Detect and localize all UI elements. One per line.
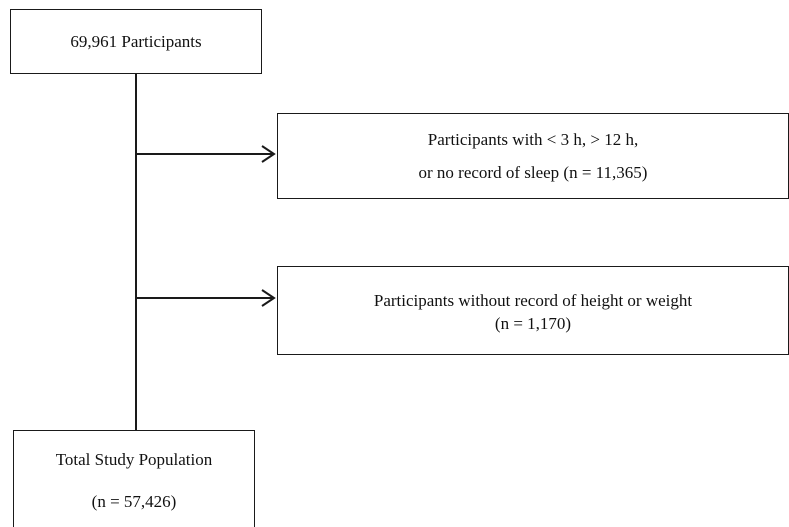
total-study-population-title: Total Study Population (55, 450, 213, 469)
exclusion-2-arrow (136, 289, 276, 307)
exclusion-anthropometry-box: Participants without record of height or… (277, 266, 789, 355)
total-study-population-box: Total Study Population (n = 57,426) (13, 430, 255, 527)
exclusion-anthropometry-count: (n = 1,170) (494, 314, 572, 333)
start-participants-box: 69,961 Participants (10, 9, 262, 74)
exclusion-sleep-count: or no record of sleep (n = 11,365) (418, 163, 648, 182)
exclusion-sleep-criteria: Participants with < 3 h, > 12 h, (427, 130, 639, 149)
total-study-population-count: (n = 57,426) (91, 492, 177, 511)
exclusion-anthropometry-criteria: Participants without record of height or… (373, 291, 693, 310)
exclusion-sleep-box: Participants with < 3 h, > 12 h, or no r… (277, 113, 789, 199)
start-participants-label: 69,961 Participants (70, 31, 202, 51)
exclusion-1-arrow (136, 145, 276, 163)
